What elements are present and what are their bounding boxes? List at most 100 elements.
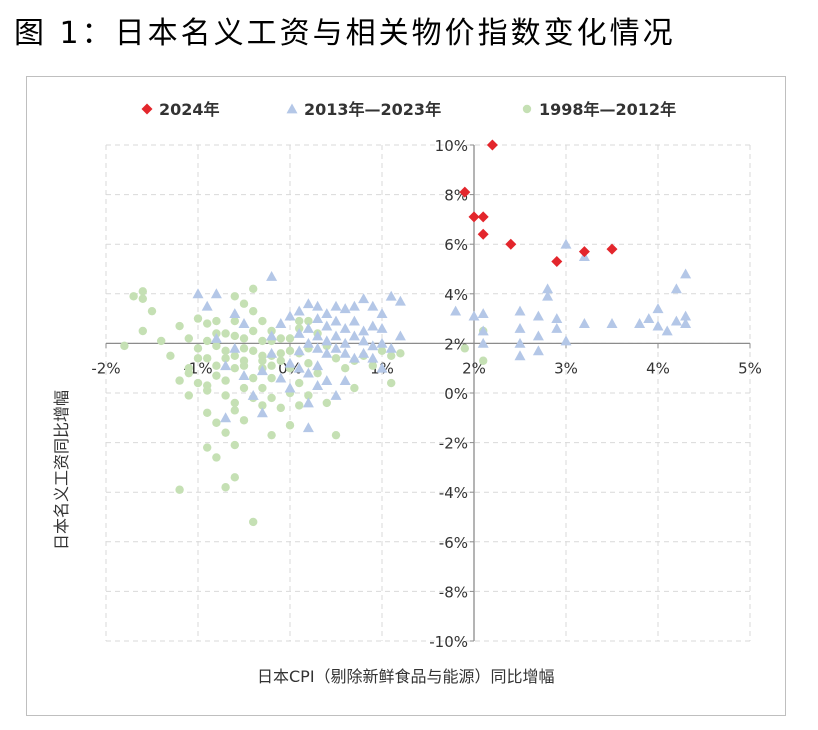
series-triangle [192,238,692,433]
data-point-diamond [459,186,471,198]
data-point-triangle [532,345,544,356]
data-point-circle [258,383,267,393]
data-point-circle [212,371,221,380]
data-point-circle [239,383,249,393]
data-point-circle [230,331,239,341]
data-point-circle [221,346,230,356]
data-point-circle [129,292,138,301]
data-point-triangle [275,318,287,328]
data-point-triangle [367,320,379,331]
data-point-triangle [532,310,544,321]
data-point-circle [258,336,267,346]
data-point-circle [304,359,313,368]
data-point-triangle [551,323,563,333]
data-point-triangle [514,337,526,348]
data-point-triangle [302,337,314,348]
legend-label: 2024年 [159,100,220,119]
data-point-triangle [256,365,268,376]
data-point-triangle [302,298,314,309]
data-point-triangle [661,325,673,336]
data-point-circle [304,391,313,400]
data-point-triangle [339,337,351,348]
data-point-triangle [210,332,222,343]
data-point-triangle [330,389,342,400]
data-point-triangle [247,389,259,400]
data-point-circle [239,416,249,425]
data-point-triangle [266,270,278,281]
data-point-triangle [293,327,305,338]
data-point-triangle [339,347,351,358]
data-point-circle [193,314,203,323]
data-point-triangle [284,310,296,321]
data-point-triangle [321,347,333,358]
data-point-circle [267,430,276,440]
data-point-circle [212,316,221,326]
data-point-triangle [220,412,232,423]
data-point-triangle [450,305,462,316]
data-point-triangle [302,323,314,333]
data-point-triangle [201,300,213,311]
data-point-circle [212,418,221,427]
data-point-circle [120,341,129,351]
data-point-circle [276,403,285,413]
data-point-diamond [486,139,498,151]
data-point-circle [341,364,350,373]
data-point-circle [147,306,157,316]
data-point-circle [249,346,258,356]
data-point-diamond [551,256,563,268]
data-point-triangle [339,375,351,385]
data-point-circle [276,349,285,358]
data-point-triangle [367,340,379,351]
x-axis-label: 日本CPI（剔除新鲜食品与能源）同比增幅 [257,667,555,686]
data-point-circle [368,361,377,370]
data-point-circle [230,364,239,373]
data-point-circle [166,351,175,360]
data-point-triangle [312,300,324,311]
data-point-triangle [321,375,333,385]
x-tick-label: -2% [91,359,120,377]
data-point-triangle [238,370,250,381]
data-point-triangle [394,330,406,341]
data-point-triangle [652,303,664,314]
data-point-triangle [302,367,314,378]
data-point-triangle [367,352,379,363]
data-point-circle [212,361,221,370]
data-point-triangle [330,315,342,326]
data-point-circle [175,376,184,385]
data-point-triangle [302,397,314,408]
data-point-circle [249,326,258,336]
data-point-circle [157,336,166,346]
data-point-triangle [680,318,692,328]
figure-title: 图 1：日本名义工资与相关物价指数变化情况 [14,16,676,51]
data-point-triangle [266,347,278,358]
data-point-circle [267,393,276,403]
data-point-circle [175,485,184,494]
data-point-triangle [229,308,241,319]
series-diamond [459,139,618,268]
data-point-circle [387,378,396,388]
data-point-triangle [560,335,572,346]
data-points [120,139,692,527]
data-point-triangle [551,313,563,323]
data-point-circle [239,344,249,353]
series-circle [120,284,488,527]
y-tick-label: 4% [444,286,468,304]
data-point-circle [285,346,295,356]
data-point-circle [193,344,203,353]
data-point-triangle [293,305,305,316]
data-point-circle [203,381,212,390]
x-tick-label: 3% [554,359,578,377]
data-point-circle [203,319,212,328]
data-point-triangle [385,290,397,301]
data-point-triangle [302,422,314,433]
y-tick-label: -6% [439,534,468,552]
data-point-triangle [293,345,305,356]
y-tick-label: -4% [439,484,468,502]
data-point-triangle [358,335,370,346]
data-point-triangle [210,288,222,299]
data-point-triangle [394,295,406,306]
data-point-triangle [339,303,351,314]
y-tick-label: 10% [435,137,468,155]
data-point-triangle [266,330,278,341]
data-point-circle [184,334,193,343]
